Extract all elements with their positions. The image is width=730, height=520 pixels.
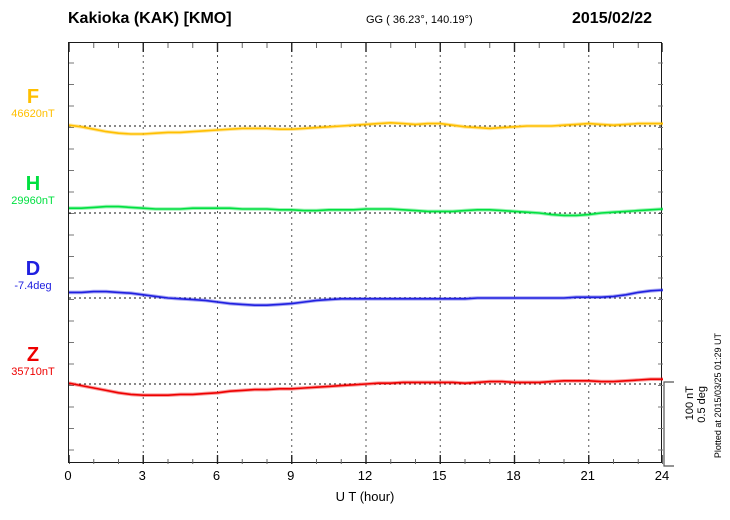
x-tick-label: 6	[212, 468, 221, 483]
component-label-z: Z 35710nT	[2, 345, 64, 379]
x-tick-label: 3	[138, 468, 146, 483]
component-letter-f: F	[26, 86, 40, 108]
magnetogram-svg	[69, 43, 663, 464]
component-baseline-value-f: 46620nT	[11, 108, 55, 120]
component-traces	[69, 121, 663, 397]
component-label-d: D -7.4deg	[2, 259, 64, 293]
component-baseline-value-h: 29960nT	[11, 195, 55, 207]
trace-f	[69, 122, 663, 135]
station-title: Kakioka (KAK) [KMO]	[68, 10, 232, 27]
axis-ticks	[69, 43, 663, 464]
x-tick-label: 21	[580, 468, 595, 483]
trace-z	[69, 378, 663, 396]
x-tick-label: 9	[287, 468, 295, 483]
component-letter-d: D	[25, 258, 41, 280]
x-axis-title: U T (hour)	[335, 489, 395, 504]
x-tick-label: 12	[357, 468, 373, 483]
x-tick-label: 18	[506, 468, 521, 483]
component-label-f: F 46620nT	[2, 87, 64, 121]
magnetogram-plot-area	[68, 42, 663, 464]
component-baseline-value-z: 35710nT	[11, 366, 55, 378]
component-label-h: H 29960nT	[2, 174, 64, 208]
grid-lines	[142, 43, 590, 464]
x-tick-label: 0	[64, 468, 72, 483]
trace-h	[69, 205, 663, 217]
plotted-at-text: Plotted at 2015/03/25 01:29 UT	[713, 333, 723, 459]
component-letter-z: Z	[26, 344, 40, 366]
scale-bar	[663, 381, 674, 467]
x-tick-label: 24	[654, 468, 670, 483]
trace-d	[69, 289, 663, 306]
scale-bar-label-deg: 0.5 deg	[696, 386, 708, 423]
component-letter-h: H	[25, 173, 41, 195]
geographic-coordinates: GG ( 36.23°, 140.19°)	[366, 14, 473, 26]
scale-bar-label-nt: 100 nT	[684, 386, 696, 421]
observation-date: 2015/02/22	[572, 10, 653, 27]
component-baseline-value-d: -7.4deg	[14, 280, 52, 292]
x-tick-label: 15	[432, 468, 447, 483]
